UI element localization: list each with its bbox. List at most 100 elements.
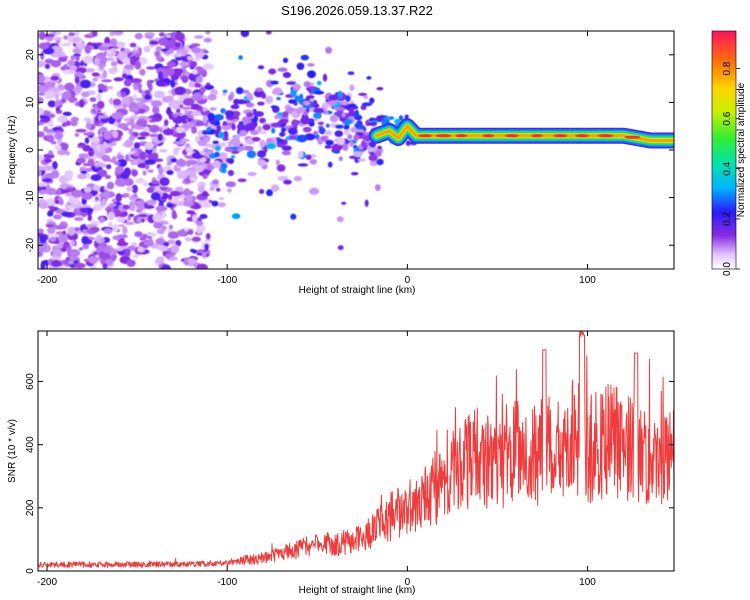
spectrogram-cell (57, 149, 67, 156)
spectrogram-cell (94, 116, 99, 122)
spectrogram-cell (246, 92, 253, 100)
spectrogram-cell (101, 43, 113, 47)
spectrogram-cell (113, 77, 124, 82)
spectrogram-cell (168, 224, 174, 230)
spectrogram-cell (82, 243, 90, 250)
spectrogram-cell (292, 83, 301, 91)
spectrogram-cell (277, 67, 288, 72)
spectrogram-cell (99, 126, 108, 133)
spectrogram-cell (134, 60, 142, 70)
spectrogram-cell (196, 263, 208, 269)
spectrogram-cell (219, 142, 227, 147)
spectrogram-cell (82, 55, 94, 64)
y-tick-label: -20 (25, 238, 36, 253)
spectrogram-cell (98, 216, 106, 223)
spectrogram-cell (328, 94, 339, 101)
spectrogram-cell (48, 151, 54, 155)
colorbar: 0.0 0.2 0.4 0.6 0.8 Normalized spectral ampl… (711, 30, 747, 276)
spectrogram-cell (54, 144, 62, 151)
spectrogram-cell (322, 73, 328, 82)
spectrogram-cell (376, 158, 384, 166)
spectrogram-cell (369, 97, 375, 104)
spectrogram-cell (361, 102, 373, 107)
spectrogram-cell (186, 159, 192, 167)
spectrogram-cell (166, 203, 174, 208)
spectrogram-cell (154, 50, 161, 58)
spectrogram-cell (107, 211, 116, 221)
spectrogram-cell (114, 41, 126, 48)
spectrogram-cell (192, 214, 198, 222)
spectrogram-cell (211, 200, 219, 207)
y-tick-label: 10 (25, 96, 36, 108)
spectrogram-cell (117, 51, 128, 60)
spectrogram-cell (71, 189, 84, 198)
spectrogram-cell (105, 259, 114, 266)
spectrogram-cell (167, 239, 176, 245)
spectrogram-cell (213, 114, 224, 121)
spectrogram-cell (68, 249, 81, 258)
spectrogram-cell (246, 112, 254, 118)
spectrogram-cell (350, 100, 354, 104)
snr-x-label: Height of straight line (km) (299, 585, 416, 596)
spectrogram-cell (212, 179, 219, 185)
spectrogram-cell (313, 90, 325, 95)
spectrogram-cell (174, 42, 181, 48)
spectrogram-cell (212, 140, 219, 144)
ridge-peak (553, 134, 568, 138)
ridge-peak (482, 134, 495, 138)
spectrogram-cell (57, 115, 68, 123)
spectrogram-cell (156, 256, 165, 265)
spectrogram-cell (216, 187, 221, 192)
spectrogram-cell (179, 61, 189, 67)
spectrogram-cell (81, 91, 90, 98)
spectrogram-cell (190, 110, 201, 117)
spectrogram-cell (66, 186, 75, 191)
spectrogram-cell (299, 93, 304, 100)
spectrogram-cell (337, 245, 344, 251)
spectrogram-cell (134, 97, 145, 102)
spectrogram-cell (66, 204, 74, 210)
x-tick-label: -100 (217, 577, 237, 588)
ridge-peak (504, 134, 519, 138)
spectrogram-cell (99, 64, 104, 70)
spectrogram-cell (170, 79, 176, 88)
ridge-band-5 (375, 124, 674, 142)
spectrogram-cell (197, 185, 205, 193)
spectrogram-cell (77, 173, 87, 180)
spectrogram-cell (363, 95, 368, 99)
snr-panel: -200 -100 0 100 0 200 400 600 Height of straig… (7, 330, 675, 596)
spectrogram-cell (358, 92, 368, 96)
spectrogram-cell (204, 84, 215, 90)
spectrogram-cell (230, 146, 239, 150)
spectrogram-cell (38, 252, 42, 257)
spectrogram-cell (327, 100, 338, 106)
spectrogram-cell (159, 177, 170, 187)
spectrogram-cell (166, 161, 172, 166)
snr-x-axis: -200 -100 0 100 (37, 331, 596, 588)
spectrogram-cell (194, 83, 202, 88)
colorbar-tick-label: 0.2 (722, 212, 733, 226)
spectrogram-cell (65, 192, 73, 197)
spectrogram-cell (257, 65, 265, 70)
spectrogram-cell (181, 75, 189, 84)
spectrogram-cell (74, 132, 80, 137)
spectrogram-cell (49, 87, 61, 92)
spectrogram-cell (357, 158, 367, 162)
spectrogram-cell (158, 149, 168, 153)
spectrogram-cell (266, 189, 273, 197)
spectrogram-cell (175, 126, 185, 134)
spectrogram-cell (219, 152, 228, 160)
spectrogram-cell (158, 126, 163, 133)
spectrogram-cell (65, 151, 71, 156)
spectrogram-cell (336, 216, 344, 223)
spectrogram-cell (142, 234, 149, 239)
spectrogram-cell (275, 159, 280, 166)
spectrogram-cell (161, 48, 168, 52)
spectrogram-cell (297, 150, 304, 158)
spectrogram-cell (230, 104, 240, 110)
spectrogram-cell (96, 100, 105, 109)
spectrogram-cell (49, 236, 57, 242)
spectrogram-cell (64, 82, 75, 92)
spectrogram-cell (125, 154, 130, 162)
spectrogram-cell (167, 194, 173, 201)
